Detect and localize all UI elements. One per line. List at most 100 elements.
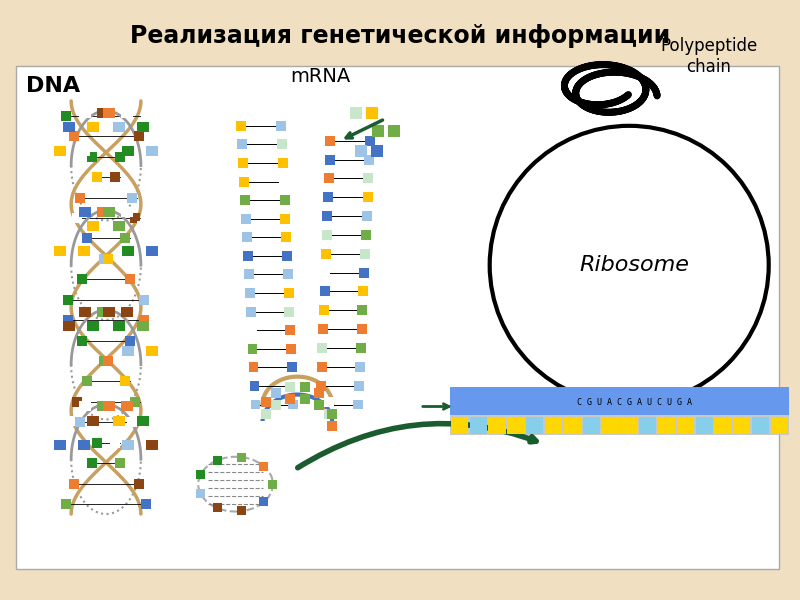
Bar bbox=[114, 458, 125, 468]
Bar bbox=[249, 362, 258, 373]
Bar bbox=[213, 503, 222, 512]
Bar bbox=[120, 376, 130, 386]
Bar bbox=[130, 213, 141, 223]
Bar bbox=[286, 344, 296, 354]
Bar bbox=[110, 172, 120, 182]
Text: mRNA: mRNA bbox=[290, 67, 350, 86]
Bar bbox=[658, 418, 675, 434]
Bar bbox=[350, 107, 362, 119]
Bar bbox=[110, 438, 120, 448]
Bar bbox=[526, 418, 543, 434]
Bar bbox=[282, 251, 292, 261]
Bar bbox=[242, 232, 251, 242]
Bar bbox=[63, 315, 73, 325]
Text: DNA: DNA bbox=[26, 76, 81, 96]
Bar bbox=[315, 400, 326, 409]
Bar bbox=[324, 397, 334, 407]
Bar bbox=[319, 305, 329, 315]
Bar bbox=[324, 409, 334, 419]
Bar bbox=[320, 268, 330, 278]
Bar bbox=[355, 362, 365, 372]
Bar bbox=[450, 415, 789, 436]
Bar bbox=[54, 246, 66, 256]
Bar bbox=[79, 108, 91, 118]
Bar bbox=[146, 146, 158, 157]
Bar bbox=[103, 356, 113, 366]
Bar bbox=[121, 307, 133, 317]
Bar bbox=[242, 251, 253, 261]
Bar bbox=[582, 418, 600, 434]
Bar bbox=[243, 269, 254, 280]
Bar bbox=[283, 269, 293, 280]
Bar bbox=[322, 230, 332, 240]
Bar bbox=[247, 344, 258, 354]
Bar bbox=[141, 499, 151, 509]
Bar bbox=[314, 400, 324, 410]
Bar bbox=[287, 381, 298, 391]
Bar bbox=[137, 416, 149, 425]
Bar bbox=[714, 418, 732, 434]
Bar bbox=[259, 497, 268, 506]
Bar bbox=[78, 246, 90, 256]
Bar bbox=[121, 208, 133, 217]
Bar bbox=[103, 307, 115, 317]
Bar bbox=[61, 499, 71, 509]
Text: Реализация генетической информации: Реализация генетической информации bbox=[130, 24, 670, 48]
Bar bbox=[677, 418, 694, 434]
Bar bbox=[357, 324, 366, 334]
Bar bbox=[134, 479, 143, 488]
Bar bbox=[361, 230, 371, 240]
Bar bbox=[285, 382, 294, 392]
Bar bbox=[134, 131, 143, 141]
Bar bbox=[121, 401, 133, 412]
Bar bbox=[246, 307, 255, 317]
Bar bbox=[61, 111, 71, 121]
Bar bbox=[146, 440, 158, 450]
Bar bbox=[63, 416, 75, 425]
Bar bbox=[125, 274, 135, 284]
Bar bbox=[354, 380, 364, 391]
Bar bbox=[450, 386, 789, 416]
Bar bbox=[63, 321, 75, 331]
Bar bbox=[238, 506, 246, 515]
Bar bbox=[87, 152, 98, 161]
Bar bbox=[72, 397, 82, 407]
Bar bbox=[130, 397, 141, 407]
Bar bbox=[639, 418, 656, 434]
Bar bbox=[695, 418, 713, 434]
Bar bbox=[146, 246, 158, 256]
Bar bbox=[99, 254, 109, 264]
Bar bbox=[771, 418, 788, 434]
Bar bbox=[300, 382, 310, 392]
Bar bbox=[126, 418, 137, 427]
Bar bbox=[54, 146, 66, 157]
Bar bbox=[92, 172, 102, 182]
Bar bbox=[137, 122, 149, 132]
FancyBboxPatch shape bbox=[16, 66, 778, 569]
Bar bbox=[197, 489, 206, 498]
Bar bbox=[87, 321, 99, 331]
Bar bbox=[63, 122, 75, 132]
Bar bbox=[326, 136, 335, 146]
Bar bbox=[82, 376, 92, 386]
Bar bbox=[507, 418, 525, 434]
Bar bbox=[238, 176, 249, 187]
Bar bbox=[261, 397, 271, 407]
Bar bbox=[620, 418, 638, 434]
Bar bbox=[114, 152, 125, 161]
Bar bbox=[79, 307, 91, 317]
Bar bbox=[355, 145, 367, 157]
Bar bbox=[137, 321, 149, 331]
Bar bbox=[97, 401, 109, 412]
Bar bbox=[318, 343, 327, 353]
Bar bbox=[278, 158, 288, 168]
Bar bbox=[322, 211, 332, 221]
Bar bbox=[113, 416, 125, 425]
Bar bbox=[327, 409, 338, 419]
Bar bbox=[125, 335, 135, 346]
Bar bbox=[78, 440, 90, 450]
Bar bbox=[139, 315, 149, 325]
Bar bbox=[285, 394, 294, 404]
Bar bbox=[362, 192, 373, 202]
Bar bbox=[122, 346, 134, 356]
